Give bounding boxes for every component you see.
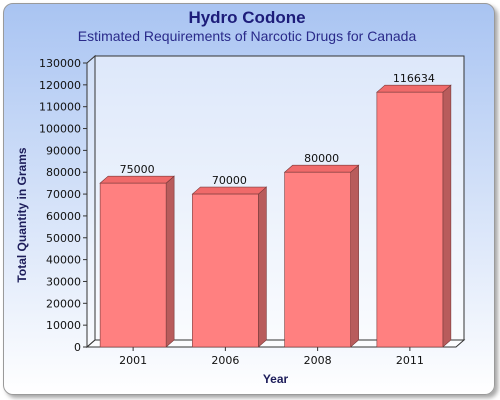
- data-label: 75000: [120, 163, 155, 176]
- bars: [99, 84, 452, 348]
- bar-top-face: [283, 164, 360, 173]
- y-axis-title: Total Quantity in Grams: [15, 147, 29, 282]
- x-tick-label: 2008: [304, 354, 332, 367]
- bar-front-face: [376, 91, 444, 348]
- data-label: 80000: [304, 152, 339, 165]
- bar-front-face: [99, 182, 167, 348]
- y-tick-label: 80000: [46, 166, 81, 179]
- bar-side-face: [258, 186, 267, 348]
- y-tick-label: 120000: [39, 79, 81, 92]
- y-tick-label: 20000: [46, 297, 81, 310]
- x-tick-label: 2006: [211, 354, 239, 367]
- y-tick-label: 50000: [46, 232, 81, 245]
- bar: [283, 164, 360, 348]
- y-tick-label: 110000: [39, 101, 81, 114]
- bar: [376, 84, 452, 348]
- axes: 0 10000 20000 30000 40000 50000 60000 70000 8000…: [39, 57, 456, 367]
- y-tick-label: 100000: [39, 123, 81, 136]
- chart-title: Hydro Codone: [188, 8, 306, 27]
- bar-top-face: [376, 84, 452, 93]
- bar-side-face: [165, 175, 175, 348]
- bar-top-face: [99, 175, 175, 184]
- x-axis-title: Year: [263, 372, 289, 386]
- y-tick-label: 70000: [46, 188, 81, 201]
- x-tick-label: 2011: [396, 354, 424, 367]
- y-tick-label: 130000: [39, 57, 81, 70]
- x-tick-label: 2001: [119, 354, 147, 367]
- bar-side-face: [442, 84, 452, 348]
- bar: [191, 186, 268, 348]
- y-tick-label: 0: [74, 341, 81, 354]
- bar-top-face: [191, 186, 268, 195]
- bar-side-face: [350, 164, 359, 348]
- data-label: 70000: [212, 174, 247, 187]
- y-tick-label: 40000: [46, 254, 81, 267]
- bar: [99, 175, 175, 348]
- y-tick-label: 90000: [46, 144, 81, 157]
- bar-front-face: [192, 193, 259, 348]
- y-tick-label: 30000: [46, 275, 81, 288]
- plot-left-wall: [86, 54, 96, 349]
- y-tick-label: 10000: [46, 319, 81, 332]
- data-label: 116634: [393, 72, 435, 85]
- data-labels: 75000 70000 80000 116634: [120, 72, 435, 187]
- bar-front-face: [284, 171, 351, 348]
- chart-subtitle: Estimated Requirements of Narcotic Drugs…: [77, 28, 417, 44]
- y-tick-label: 60000: [46, 210, 81, 223]
